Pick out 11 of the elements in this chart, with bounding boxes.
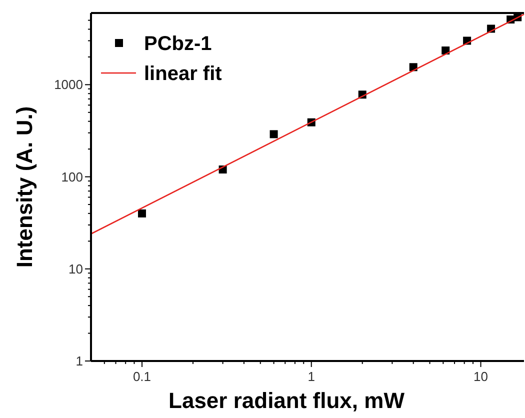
y-tick-label: 10 [68,261,83,276]
y-axis-title: Intensity (A. U.) [12,106,37,268]
legend-label: PCbz-1 [144,33,212,55]
legend-label: linear fit [144,63,222,85]
y-tick-label: 100 [61,169,83,184]
x-tick-label: 10 [474,369,488,384]
y-tick-label: 1000 [54,77,83,92]
x-tick-label: 0.1 [132,369,152,384]
x-axis-title: Laser radiant flux, mW [168,388,405,413]
y-tick-label: 1 [76,354,83,369]
x-tick-label: 1 [308,369,315,384]
